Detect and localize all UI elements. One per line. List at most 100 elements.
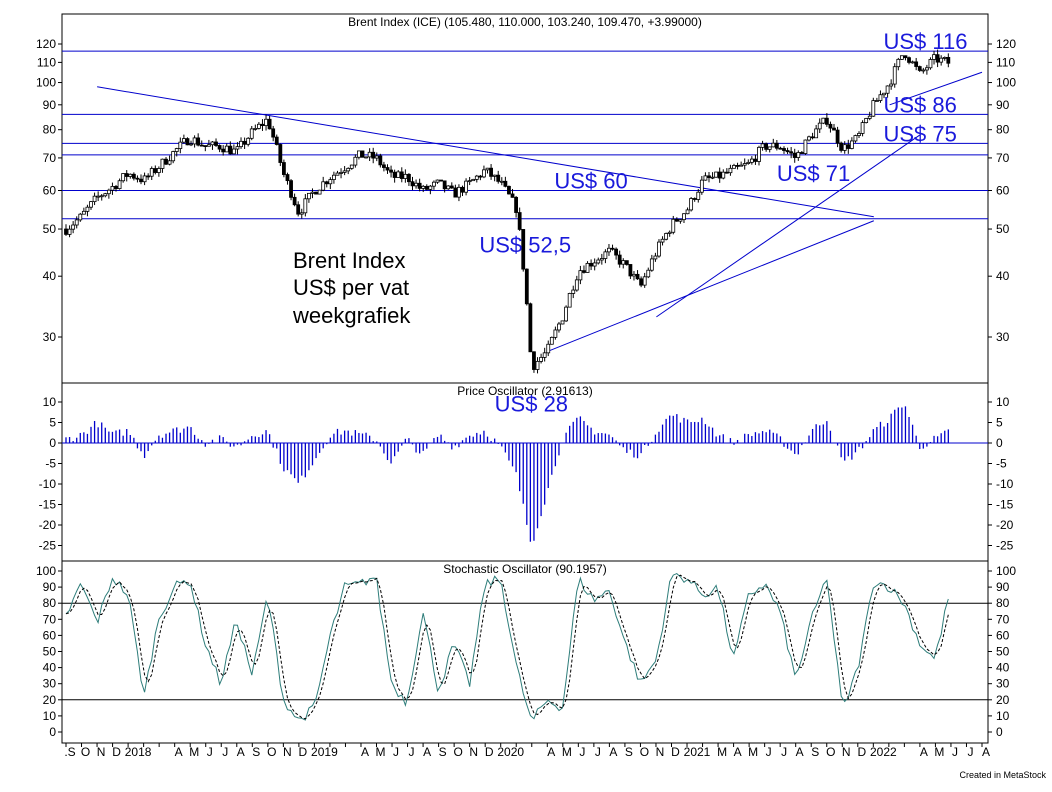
x-tick-label: J <box>222 745 228 759</box>
x-tick-label: A <box>920 745 928 759</box>
candle-body <box>789 151 794 154</box>
candle-body <box>156 168 161 173</box>
tick-label: 90 <box>996 98 1010 112</box>
candle-body <box>414 182 418 187</box>
candle-body <box>646 269 651 278</box>
candle-body <box>471 178 476 182</box>
candle-body <box>460 186 465 193</box>
price-oscillator-title: Price Oscillator (2.91613) <box>457 384 592 398</box>
candle-body <box>532 351 536 370</box>
candle-body <box>64 228 68 235</box>
x-tick-label: 2019 <box>311 745 338 759</box>
tick-label: 80 <box>43 123 57 137</box>
candle-body <box>546 343 551 354</box>
tick-label: -5 <box>45 457 56 471</box>
candle-body <box>664 233 669 240</box>
x-tick-label: N <box>97 745 106 759</box>
candle-body <box>324 181 329 185</box>
candle-body <box>174 148 179 152</box>
candle-body <box>514 196 518 213</box>
x-tick-label: S <box>811 745 819 759</box>
candle-body <box>503 180 508 187</box>
x-tick-label: 2020 <box>497 745 524 759</box>
candle-body <box>507 185 511 195</box>
candle-body <box>528 303 533 353</box>
candle-body <box>764 143 769 150</box>
x-tick-label: J <box>579 745 585 759</box>
tick-label: 100 <box>996 76 1016 90</box>
candle-body <box>446 185 451 190</box>
candle-body <box>778 147 783 150</box>
candle-body <box>407 173 411 183</box>
candle-body <box>792 152 797 158</box>
candle-body <box>717 171 722 179</box>
x-tick-label: D <box>299 745 308 759</box>
x-tick-label: S <box>252 745 260 759</box>
candle-body <box>496 174 501 182</box>
x-tick-label: S <box>625 745 633 759</box>
candle-body <box>574 279 579 291</box>
x-tick-label: M <box>189 745 199 759</box>
candle-body <box>878 94 883 101</box>
x-tick-label: A <box>609 745 617 759</box>
x-tick-label: N <box>283 745 292 759</box>
candle-body <box>824 117 829 125</box>
candle-body <box>689 198 694 211</box>
candle-body <box>428 185 433 190</box>
tick-label: 90 <box>996 580 1010 594</box>
tick-label: 30 <box>43 330 57 344</box>
tick-label: 70 <box>996 151 1010 165</box>
tick-label: 80 <box>996 123 1010 137</box>
tick-label: 0 <box>49 436 56 450</box>
candle-body <box>867 115 872 119</box>
candle-body <box>610 247 615 250</box>
x-tick-label: 2021 <box>684 745 711 759</box>
price-chart-title: Brent Index (ICE) (105.480, 110.000, 103… <box>348 15 702 29</box>
tick-label: 10 <box>996 709 1010 723</box>
candle-body <box>235 146 240 150</box>
tick-label: 60 <box>996 184 1010 198</box>
candle-body <box>442 180 447 190</box>
candle-body <box>946 57 951 64</box>
candle-body <box>271 128 276 138</box>
x-tick-label: 2018 <box>125 745 152 759</box>
trendline <box>547 220 875 353</box>
candle-body <box>278 144 283 163</box>
candle-body <box>196 137 201 146</box>
x-tick-label: J <box>766 745 772 759</box>
candle-body <box>624 260 629 265</box>
candle-body <box>767 146 772 150</box>
candle-body <box>828 123 833 129</box>
candle-body <box>224 145 229 153</box>
x-tick-label: 2022 <box>870 745 897 759</box>
candle-body <box>410 181 415 187</box>
candle-body <box>560 320 565 325</box>
candle-body <box>292 196 297 206</box>
candle-body <box>671 218 676 233</box>
candle-body <box>549 336 554 345</box>
price-oscillator-y-ticks-right: 10 5 0 -5 -10 -15 -20 -25 <box>988 395 1014 553</box>
candle-body <box>403 173 408 179</box>
tick-label: -15 <box>996 498 1014 512</box>
candle-body <box>353 156 358 166</box>
candle-body <box>653 255 658 260</box>
x-tick-label: J <box>781 745 787 759</box>
candle-body <box>796 152 801 158</box>
candle-body <box>639 278 644 286</box>
candle-body <box>264 118 268 127</box>
tick-label: -25 <box>996 539 1014 553</box>
legend-line-2: US$ per vat <box>293 275 409 300</box>
candle-body <box>474 175 479 180</box>
candle-body <box>214 141 218 146</box>
candle-body <box>142 175 147 183</box>
tick-label: 10 <box>43 709 57 723</box>
candle-body <box>457 186 461 198</box>
x-tick-label: J <box>207 745 213 759</box>
tick-label: 40 <box>43 661 57 675</box>
tick-label: 50 <box>996 645 1010 659</box>
candle-body <box>739 164 744 167</box>
tick-label: 40 <box>43 269 57 283</box>
tick-label: 50 <box>43 222 57 236</box>
